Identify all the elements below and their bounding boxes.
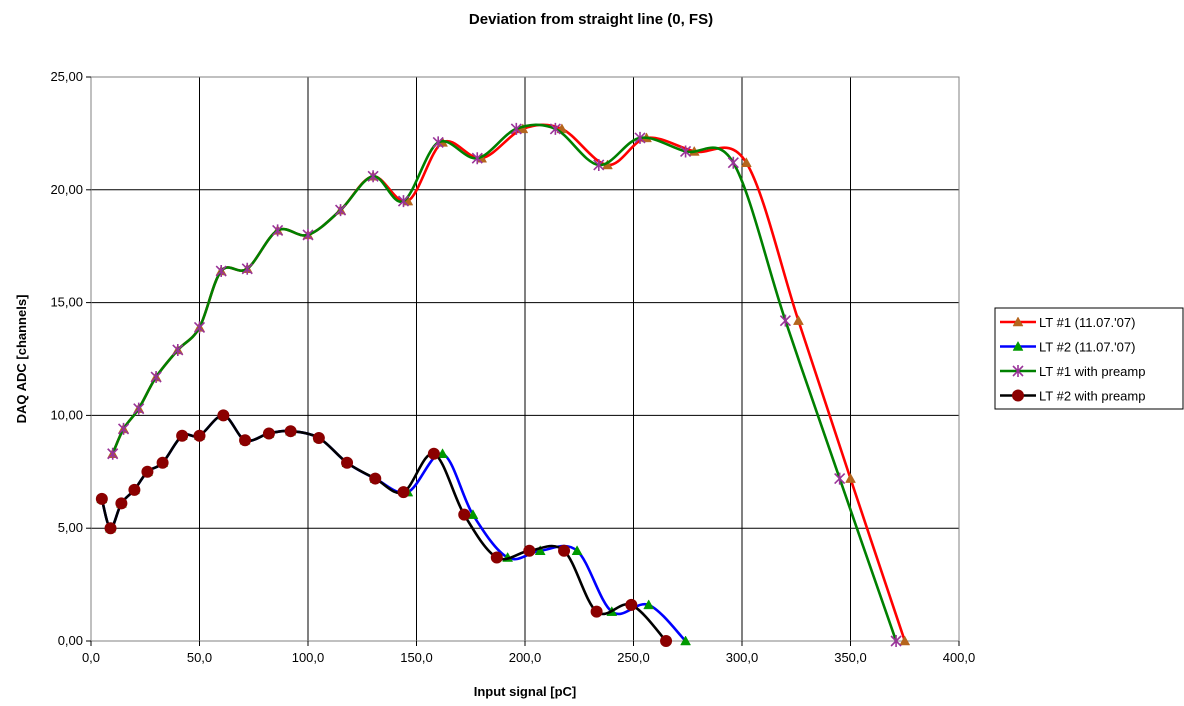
x-tick-label: 250,0 <box>617 650 650 665</box>
series-4-point <box>626 599 637 610</box>
y-tick-label: 25,00 <box>50 69 83 84</box>
series-4-point <box>285 426 296 437</box>
x-tick-label: 150,0 <box>400 650 433 665</box>
legend-item-3-label: LT #1 with preamp <box>1039 364 1145 379</box>
series-4-point <box>177 430 188 441</box>
y-tick-label: 10,00 <box>50 407 83 422</box>
legend-item-1-label: LT #1 (11.07.'07) <box>1039 315 1135 330</box>
x-tick-label: 300,0 <box>726 650 759 665</box>
x-axis: 0,0 50,0 100,0 150,0 200,0 250,0 300,0 350,0 400… <box>82 641 975 665</box>
x-tick-label: 400,0 <box>943 650 976 665</box>
series-4-point <box>661 636 672 647</box>
x-axis-title: Input signal [pC] <box>474 684 577 699</box>
legend: LT #1 (11.07.'07) LT #2 (11.07.'07) LT #1 … <box>995 308 1183 409</box>
series-4-point <box>194 430 205 441</box>
y-tick-label: 15,00 <box>50 295 83 310</box>
series-4-point <box>428 448 439 459</box>
x-tick-label: 0,0 <box>82 650 100 665</box>
series-4-point <box>105 523 116 534</box>
series-4-point <box>129 484 140 495</box>
legend-item-4-label: LT #2 with preamp <box>1039 389 1145 404</box>
y-tick-label: 0,00 <box>58 633 83 648</box>
series-4-point <box>524 545 535 556</box>
x-tick-label: 50,0 <box>187 650 212 665</box>
series-4-point <box>370 473 381 484</box>
y-tick-label: 5,00 <box>58 520 83 535</box>
series-4-point <box>591 606 602 617</box>
legend-item-2-label: LT #2 (11.07.'07) <box>1039 340 1135 355</box>
series-4-point <box>559 545 570 556</box>
chart-title: Deviation from straight line (0, FS) <box>469 11 713 28</box>
series-4-point <box>263 428 274 439</box>
y-axis-title: DAQ ADC [channels] <box>14 295 29 424</box>
series-4-point <box>116 498 127 509</box>
series-4-point <box>142 466 153 477</box>
series-4-point <box>218 410 229 421</box>
series-4-point <box>313 432 324 443</box>
series-4-point <box>491 552 502 563</box>
series-4-point <box>240 435 251 446</box>
series-4-point <box>157 457 168 468</box>
y-axis: 0,00 5,00 10,00 15,00 20,00 25,00 <box>50 69 91 648</box>
x-tick-label: 100,0 <box>292 650 325 665</box>
x-tick-label: 350,0 <box>834 650 867 665</box>
y-tick-label: 20,00 <box>50 182 83 197</box>
legend-item-4-marker <box>1013 390 1024 401</box>
series-4-point <box>459 509 470 520</box>
x-tick-label: 200,0 <box>509 650 542 665</box>
series-4-point <box>342 457 353 468</box>
series-4-point <box>398 487 409 498</box>
series-4-point <box>96 493 107 504</box>
